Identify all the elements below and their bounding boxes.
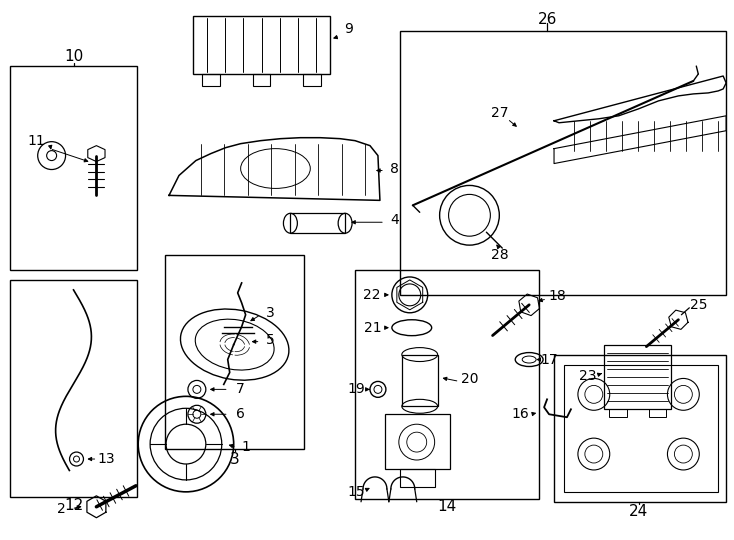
Bar xyxy=(385,414,449,469)
Text: 24: 24 xyxy=(629,504,648,519)
Text: 21: 21 xyxy=(364,321,382,335)
Bar xyxy=(355,270,539,499)
Bar xyxy=(303,74,321,86)
Text: 4: 4 xyxy=(390,213,399,227)
Bar xyxy=(604,345,672,409)
Text: 17: 17 xyxy=(540,353,558,367)
Text: 11: 11 xyxy=(28,134,46,147)
Text: 7: 7 xyxy=(236,382,245,396)
Bar xyxy=(10,66,137,270)
Bar xyxy=(400,31,726,295)
Text: 27: 27 xyxy=(490,106,508,120)
Text: 6: 6 xyxy=(236,407,245,421)
Text: 3: 3 xyxy=(230,451,239,467)
Text: 18: 18 xyxy=(548,289,566,303)
Text: 28: 28 xyxy=(490,248,508,262)
Bar xyxy=(193,16,330,74)
Text: 25: 25 xyxy=(691,298,708,312)
Bar xyxy=(649,409,666,417)
Bar xyxy=(400,469,435,487)
Text: 10: 10 xyxy=(64,49,83,64)
Bar xyxy=(608,409,627,417)
Bar xyxy=(10,280,137,497)
Text: 5: 5 xyxy=(266,333,275,347)
Bar xyxy=(252,74,271,86)
Bar xyxy=(564,364,718,492)
Text: 16: 16 xyxy=(512,407,529,421)
Text: 2: 2 xyxy=(57,502,66,516)
Bar xyxy=(165,255,305,449)
Text: 9: 9 xyxy=(344,22,352,36)
Bar xyxy=(291,213,345,233)
Bar xyxy=(401,355,437,406)
Text: 22: 22 xyxy=(363,288,381,302)
Text: 14: 14 xyxy=(437,500,457,514)
Text: 3: 3 xyxy=(266,306,275,320)
Text: 19: 19 xyxy=(347,382,365,396)
Text: 15: 15 xyxy=(347,485,365,499)
Bar xyxy=(554,355,726,502)
Text: 23: 23 xyxy=(579,369,597,383)
Text: 1: 1 xyxy=(241,440,250,454)
Text: 26: 26 xyxy=(537,12,557,27)
Bar xyxy=(202,74,219,86)
Text: 20: 20 xyxy=(461,373,479,387)
Text: 12: 12 xyxy=(64,498,83,514)
Text: 8: 8 xyxy=(390,161,399,176)
Text: 13: 13 xyxy=(98,452,115,466)
